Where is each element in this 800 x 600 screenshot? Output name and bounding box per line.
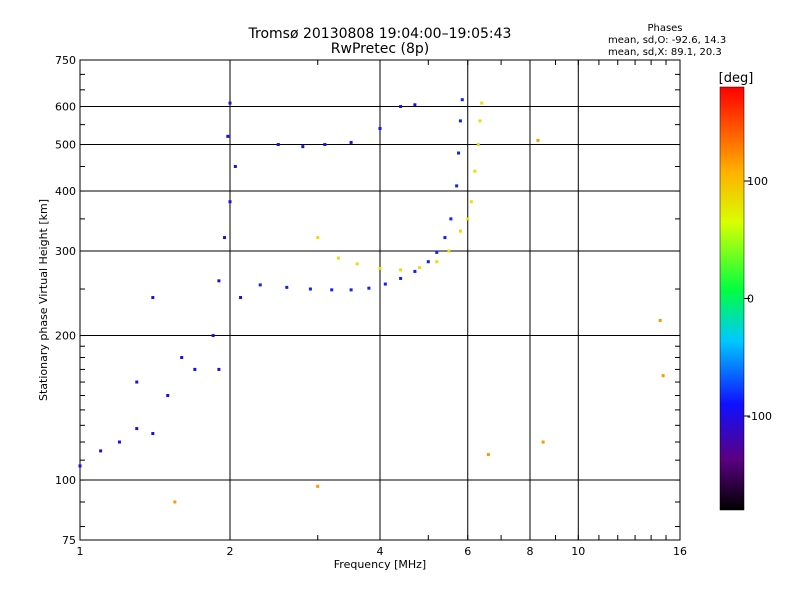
data-point [413, 103, 417, 107]
data-point [151, 432, 155, 436]
data-point [228, 200, 232, 204]
colorbar-label: [deg] [719, 71, 754, 86]
data-point [435, 250, 439, 254]
y-tick-label: 100 [55, 474, 76, 487]
data-point [447, 249, 451, 253]
stats-line-x: mean, sd,X: 89.1, 20.3 [608, 47, 722, 58]
data-point [399, 268, 403, 272]
chart-subtitle: RwPretec (8p) [331, 41, 429, 57]
data-point [449, 217, 453, 221]
data-point [117, 440, 121, 444]
colorbar [719, 86, 745, 511]
y-tick-label: 750 [55, 54, 76, 67]
stats-heading: Phases [647, 23, 682, 34]
data-point [276, 143, 280, 147]
data-point [435, 260, 439, 264]
data-point [458, 119, 462, 123]
data-point [223, 236, 227, 240]
data-point [135, 427, 139, 431]
x-tick-label: 6 [464, 545, 471, 558]
data-point [466, 217, 470, 221]
data-point [330, 288, 334, 292]
y-tick-label: 400 [55, 185, 76, 198]
data-point [226, 134, 230, 138]
data-point [180, 355, 184, 359]
data-point [336, 256, 340, 260]
x-tick-label: 10 [571, 545, 585, 558]
data-point [478, 119, 482, 123]
data-point [457, 151, 461, 155]
data-point [469, 200, 473, 204]
data-point [541, 440, 545, 444]
data-point [193, 367, 197, 371]
colorbar-tick-label: 0 [747, 293, 754, 306]
data-point [135, 380, 139, 384]
data-point [661, 374, 665, 378]
data-point [258, 283, 262, 287]
data-point [308, 287, 312, 291]
x-tick-label: 8 [527, 545, 534, 558]
data-point [323, 143, 327, 147]
x-axis-label: Frequency [MHz] [334, 558, 426, 571]
colorbar-tick-label: -100 [747, 410, 772, 423]
x-tick-label: 2 [227, 545, 234, 558]
data-point [173, 500, 177, 504]
x-tick-label: 1 [77, 545, 84, 558]
data-point [228, 101, 232, 105]
data-point [166, 394, 170, 398]
axis-ticks: 1 2 4 6 8 10 16 75 100 200 300 400 500 600 750 [55, 54, 687, 558]
data-point [349, 288, 353, 292]
data-point [460, 98, 464, 102]
data-points [78, 98, 665, 504]
data-point [151, 296, 155, 300]
data-point [217, 279, 221, 283]
data-point [99, 449, 103, 453]
data-point [476, 143, 480, 147]
data-point [480, 101, 484, 105]
data-point [399, 105, 403, 109]
y-tick-label: 300 [55, 245, 76, 258]
stats-line-o: mean, sd,O: -92.6, 14.3 [608, 35, 726, 46]
data-point [316, 484, 320, 488]
chart-title: Tromsø 20130808 19:04:00–19:05:43 [248, 26, 512, 42]
data-point [217, 367, 221, 371]
data-point [455, 184, 459, 188]
data-point [233, 164, 237, 168]
colorbar-tick-label: 100 [747, 175, 768, 188]
y-tick-label: 600 [55, 101, 76, 114]
x-tick-label: 4 [377, 545, 384, 558]
y-axis-label: Stationary phase Virtual Height [km] [37, 199, 50, 401]
y-tick-label: 500 [55, 139, 76, 152]
data-point [413, 269, 417, 273]
data-point [367, 286, 371, 290]
data-point [378, 266, 382, 270]
colorbar-ticks: 100 0 -100 [744, 175, 772, 423]
x-tick-label: 16 [673, 545, 687, 558]
data-point [355, 262, 359, 266]
data-point [239, 296, 243, 300]
data-point [486, 453, 490, 457]
y-tick-label: 200 [55, 330, 76, 343]
data-point [316, 236, 320, 240]
data-point [458, 229, 462, 233]
data-point [378, 126, 382, 130]
grid-lines [80, 60, 680, 540]
data-point [301, 145, 305, 149]
data-point [349, 140, 353, 144]
data-point [78, 464, 82, 468]
data-point [417, 266, 421, 270]
data-point [473, 169, 477, 173]
data-point [211, 334, 215, 338]
data-point [285, 285, 289, 289]
data-point [658, 318, 662, 322]
data-point [536, 138, 540, 142]
data-point [383, 282, 387, 286]
data-point [443, 236, 447, 240]
data-point [426, 260, 430, 264]
y-tick-label: 75 [62, 534, 76, 547]
data-point [399, 276, 403, 280]
